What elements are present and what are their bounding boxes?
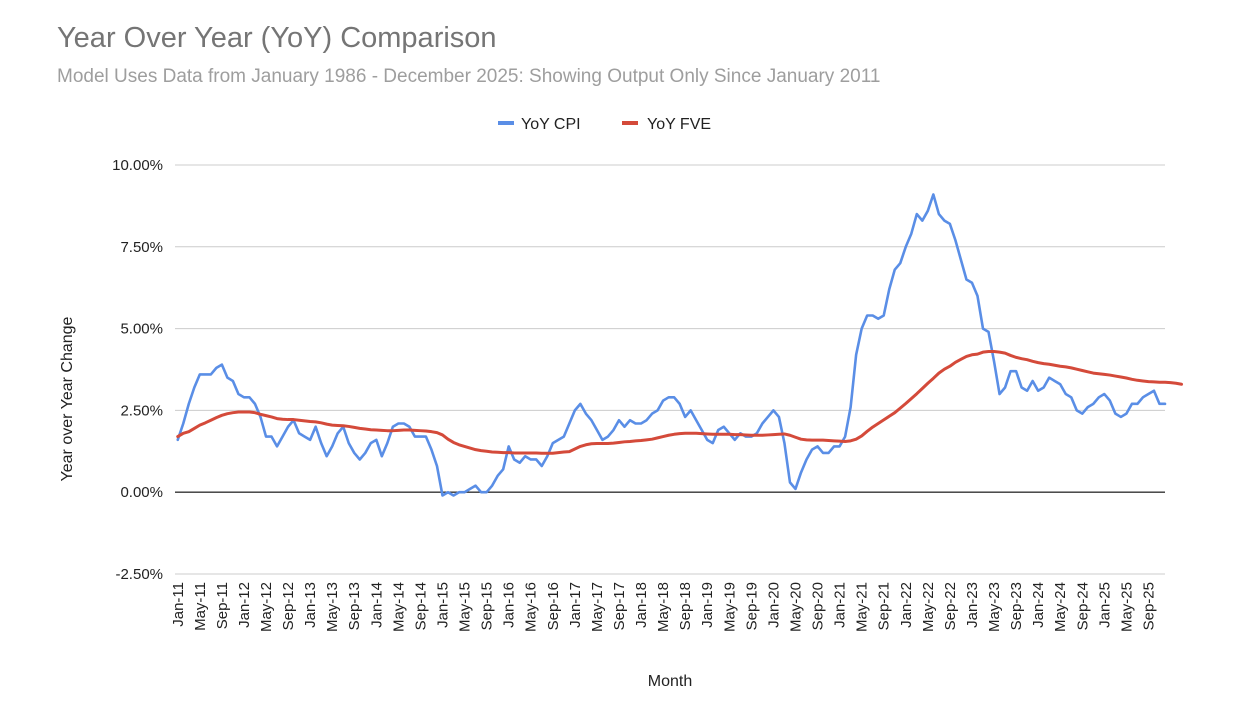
series-lines (176, 193, 1184, 497)
chart-subtitle: Model Uses Data from January 1986 - Dece… (57, 66, 881, 87)
gridlines (175, 164, 1165, 575)
y-tick-label: 5.00% (120, 321, 163, 338)
x-tick-label: Jan-21 (832, 582, 849, 628)
series-line-yoy-fve (176, 350, 1184, 455)
x-tick-label: May-19 (721, 582, 738, 632)
y-axis-label: Year over Year Change (59, 316, 76, 481)
x-tick-label: May-16 (523, 582, 540, 632)
legend: YoY CPI YoY FVE (498, 116, 711, 133)
x-tick-label: May-15 (457, 582, 474, 632)
x-tick-label: May-24 (1052, 582, 1069, 632)
x-tick-label: May-22 (920, 582, 937, 632)
legend-label-cpi: YoY CPI (521, 116, 581, 133)
y-tick-label: 7.50% (120, 239, 163, 256)
x-tick-label: May-13 (324, 582, 341, 632)
x-tick-label: Sep-11 (214, 582, 231, 629)
x-tick-label: Sep-17 (611, 582, 628, 630)
x-tick-label: May-11 (192, 582, 209, 631)
x-tick-label: Jan-16 (501, 582, 518, 628)
x-tick-label: Sep-19 (743, 582, 760, 630)
x-tick-label: Sep-14 (412, 582, 429, 630)
x-tick-label: Jan-13 (302, 582, 319, 628)
chart-title: Year Over Year (YoY) Comparison (57, 22, 497, 54)
x-tick-label: Sep-13 (346, 582, 363, 630)
x-tick-label: Jan-23 (964, 582, 981, 628)
x-tick-label: May-17 (589, 582, 606, 632)
x-tick-label: Sep-24 (1074, 582, 1091, 630)
x-tick-label: Jan-25 (1096, 582, 1113, 628)
x-tick-label: Jan-15 (434, 582, 451, 628)
legend-label-fve: YoY FVE (647, 116, 711, 133)
x-tick-label: May-23 (986, 582, 1003, 632)
x-tick-label: Sep-20 (810, 582, 827, 630)
x-axis-ticks: Jan-11 May-11 Sep-11 Jan-12 May-12 Sep-12 Jan-… (170, 582, 1158, 632)
x-tick-label: Sep-15 (479, 582, 496, 630)
x-tick-label: Sep-22 (942, 582, 959, 630)
x-tick-label: May-12 (258, 582, 275, 632)
y-tick-label: -2.50% (115, 566, 163, 583)
x-tick-label: Jan-11 (170, 582, 187, 627)
x-tick-label: May-14 (390, 582, 407, 632)
x-tick-label: Jan-20 (765, 582, 782, 628)
x-tick-label: Jan-22 (898, 582, 915, 628)
x-tick-label: Jan-12 (236, 582, 253, 628)
x-tick-label: Sep-12 (280, 582, 297, 630)
y-axis-ticks: -2.50% 0.00% 2.50% 5.00% 7.50% 10.00% (112, 157, 163, 583)
x-tick-label: Jan-17 (567, 582, 584, 628)
x-axis-label: Month (648, 673, 692, 690)
x-tick-label: Jan-14 (368, 582, 385, 628)
x-tick-label: May-18 (655, 582, 672, 632)
x-tick-label: Sep-23 (1008, 582, 1025, 630)
x-tick-label: Jan-19 (699, 582, 716, 628)
series-line-yoy-cpi (176, 193, 1167, 497)
x-tick-label: Sep-16 (545, 582, 562, 630)
y-tick-label: 0.00% (120, 484, 163, 501)
x-tick-label: May-21 (854, 582, 871, 632)
x-tick-label: Jan-24 (1030, 582, 1047, 628)
x-tick-label: Sep-25 (1140, 582, 1157, 630)
x-tick-label: Sep-18 (677, 582, 694, 630)
y-tick-label: 2.50% (120, 402, 163, 419)
x-tick-label: May-25 (1118, 582, 1135, 632)
x-tick-label: Sep-21 (876, 582, 893, 630)
x-tick-label: May-20 (787, 582, 804, 632)
y-tick-label: 10.00% (112, 157, 163, 174)
x-tick-label: Jan-18 (633, 582, 650, 628)
